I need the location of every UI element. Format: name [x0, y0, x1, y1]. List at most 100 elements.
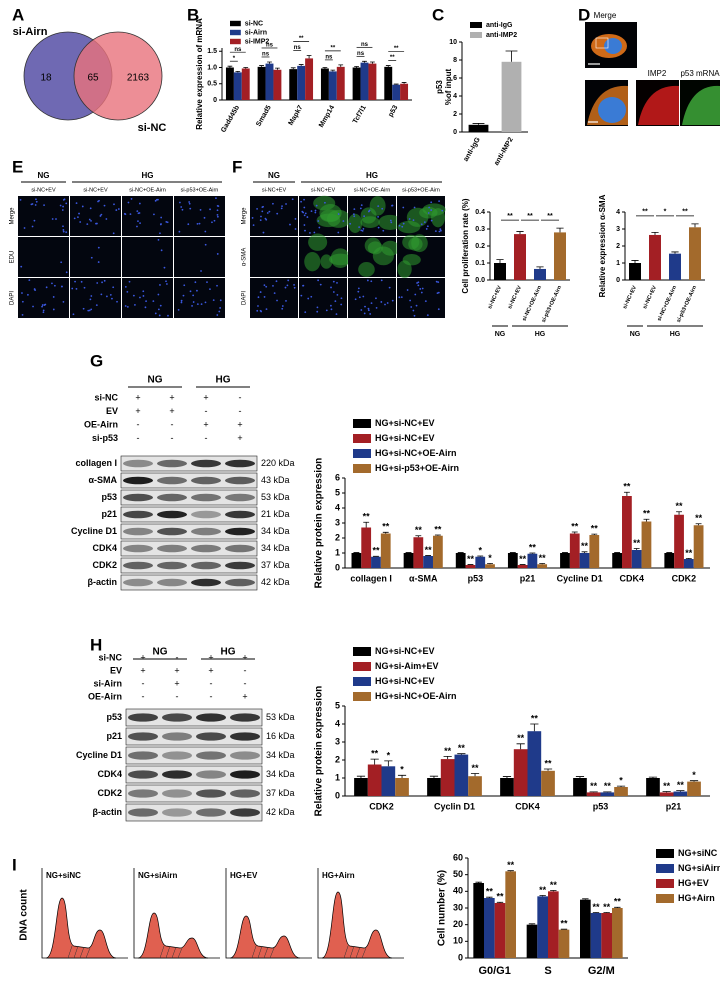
blot-band	[128, 808, 158, 817]
nucleus	[158, 314, 161, 317]
nucleus	[218, 310, 221, 313]
nucleus	[160, 249, 163, 252]
row-label: Merge	[10, 207, 16, 225]
nucleus	[287, 279, 290, 282]
nucleus	[20, 265, 23, 268]
sig-label: **	[486, 887, 494, 897]
blot-band	[230, 770, 260, 779]
venn-count: 18	[40, 73, 52, 84]
nucleus	[126, 291, 129, 293]
nucleus	[152, 300, 155, 303]
nucleus	[31, 225, 34, 228]
condition-sign: -	[142, 691, 145, 701]
nucleus	[35, 198, 37, 201]
nucleus	[398, 224, 401, 227]
nucleus	[71, 287, 74, 290]
y-axis-label: p53	[435, 80, 444, 94]
bar	[641, 521, 652, 568]
nucleus	[423, 221, 426, 224]
condition-sign: +	[208, 652, 213, 662]
nucleus	[304, 212, 307, 215]
nucleus	[74, 280, 76, 283]
error-bar	[616, 785, 626, 787]
error-bar	[472, 123, 485, 125]
nucleus	[188, 201, 191, 203]
x-tick-label: CDK4	[620, 573, 645, 583]
blot-band	[225, 476, 255, 485]
legend-label: NG+siAirn	[678, 863, 720, 873]
x-tick-label: Smad5	[255, 104, 273, 127]
bar	[527, 731, 542, 796]
nucleus	[216, 215, 219, 218]
nucleus	[21, 314, 24, 316]
column-label: si-NC+EV	[262, 187, 287, 193]
bar	[629, 263, 641, 280]
nucleus	[189, 290, 192, 293]
legend-swatch	[230, 29, 241, 36]
nucleus	[388, 286, 391, 289]
x-tick-label: si-NC+EV	[622, 285, 638, 310]
nucleus	[217, 205, 220, 207]
bar	[612, 553, 623, 568]
bar	[468, 776, 482, 796]
nucleus	[21, 292, 23, 294]
nucleus	[389, 219, 392, 222]
bar	[352, 67, 361, 100]
nucleus	[189, 207, 192, 210]
nucleus	[281, 205, 283, 208]
sig-label: *	[619, 775, 623, 785]
bar	[367, 764, 382, 796]
bar	[669, 253, 681, 280]
legend-swatch	[656, 879, 674, 888]
nucleus	[90, 295, 93, 297]
nucleus	[109, 293, 112, 296]
image-label: p53 mRNA	[680, 69, 720, 78]
nucleus	[187, 223, 190, 226]
bar	[693, 525, 704, 568]
nucleus	[420, 291, 423, 294]
error-bar	[429, 775, 439, 778]
sig-label: **	[299, 36, 304, 42]
bar	[413, 537, 424, 568]
sig-label: **	[507, 860, 515, 870]
error-bar	[496, 901, 504, 903]
condition-sign: +	[242, 691, 247, 701]
y-tick-label: 2	[335, 754, 340, 764]
legend-label: si-NC	[245, 20, 263, 27]
x-tick-label: si-NC+OE-Airn	[521, 284, 543, 322]
condition-sign: -	[244, 665, 247, 675]
bar	[454, 754, 469, 796]
sig-label: ns	[294, 45, 302, 51]
cell	[397, 220, 421, 234]
blot-band	[196, 713, 226, 722]
blot-band	[123, 510, 153, 519]
nucleus	[412, 309, 415, 312]
bar	[392, 84, 401, 100]
panel-letter: D	[578, 5, 590, 24]
group-label: HG	[366, 171, 378, 180]
nucleus	[212, 299, 215, 302]
nucleus	[27, 293, 29, 296]
sig-label: **	[633, 538, 641, 548]
legend-label: NG+si-NC+EV	[375, 418, 435, 428]
nucleus	[370, 302, 373, 305]
sig-label: *	[488, 553, 492, 563]
sample-label: HG+EV	[230, 871, 258, 880]
nucleus	[117, 208, 120, 210]
cell	[378, 214, 402, 230]
nucleus	[77, 216, 79, 219]
nucleus	[293, 283, 295, 286]
sample-label: NG+siAirn	[138, 871, 177, 880]
bar	[589, 535, 600, 568]
nucleus	[362, 227, 365, 230]
condition-sign: +	[174, 665, 179, 675]
blot-band	[162, 789, 192, 798]
band-size: 34 kDa	[261, 543, 290, 553]
band-label: β-actin	[93, 807, 123, 817]
bar	[241, 68, 250, 100]
condition-sign: +	[169, 392, 174, 402]
y-tick-label: 3	[335, 736, 340, 746]
blot-strip	[120, 540, 258, 557]
group-label: HG	[535, 331, 546, 338]
nucleus	[115, 209, 118, 211]
